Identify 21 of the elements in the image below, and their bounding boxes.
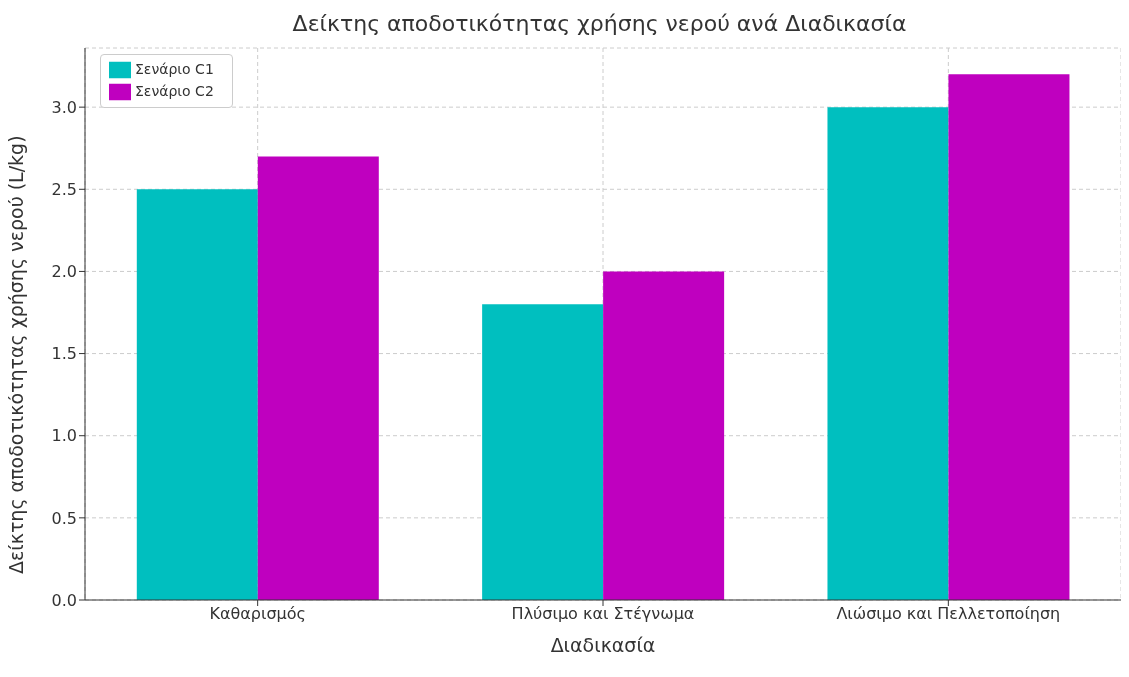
bar xyxy=(603,271,725,600)
chart-title: Δείκτης αποδοτικότητας χρήσης νερού ανά Διαδικασία xyxy=(291,10,908,38)
y-tick-label: 1.5 xyxy=(51,344,77,364)
y-tick-label: 2.0 xyxy=(51,262,77,282)
y-tick-label: 1.0 xyxy=(51,426,77,446)
bar xyxy=(136,189,258,600)
bar xyxy=(482,304,604,600)
x-tick-label: Λιώσιμο και Πελλετοποίηση xyxy=(836,604,1061,624)
y-axis-title: Δείκτης αποδοτικότητας χρήσης νερού (L/kg) xyxy=(4,135,27,574)
y-tick-label: 0.5 xyxy=(51,508,77,528)
legend-label: Σενάριο C1 xyxy=(135,61,214,77)
x-axis-title: Διαδικασία xyxy=(550,634,656,656)
bar xyxy=(948,74,1070,600)
bar xyxy=(257,156,379,600)
bar xyxy=(827,107,949,600)
y-tick-label: 2.5 xyxy=(51,179,77,199)
legend-label: Σενάριο C2 xyxy=(135,83,214,99)
x-tick-label: Καθαρισμός xyxy=(209,604,306,624)
y-tick-label: 3.0 xyxy=(51,97,77,117)
x-tick-label: Πλύσιμο και Στέγνωμα xyxy=(511,604,695,624)
y-tick-label: 0.0 xyxy=(51,590,77,610)
